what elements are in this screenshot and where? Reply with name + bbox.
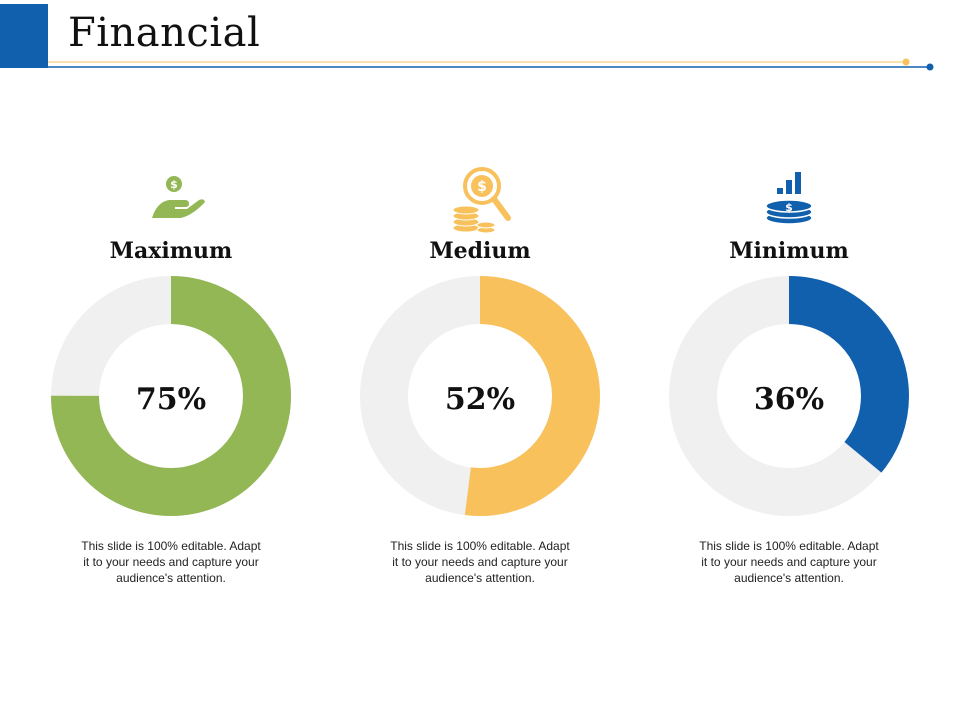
bar-chart-coins-icon: $: [765, 172, 813, 225]
chart-value-label: 36%: [753, 382, 825, 417]
donut-value-arc: [360, 276, 600, 516]
donut-chart-medium: [360, 276, 600, 516]
magnifier-coins-icon: $: [452, 167, 511, 234]
header-divider: [48, 58, 934, 71]
chart-description: This slide is 100% editable. Adapt it to…: [390, 539, 570, 585]
chart-panel-maximum: $ Maximum 75% This slide is 100% editabl…: [41, 150, 301, 620]
svg-text:$: $: [785, 201, 793, 214]
donut-value-arc: [51, 276, 291, 516]
svg-text:$: $: [477, 179, 487, 195]
hand-coin-icon: $: [152, 176, 205, 218]
chart-value-label: 52%: [444, 382, 516, 417]
chart-description: This slide is 100% editable. Adapt it to…: [699, 539, 879, 585]
donut-chart-maximum: [51, 276, 291, 516]
donut-chart-minimum: [669, 276, 909, 516]
chart-panel-minimum: $ Minimum 36% This slide is 100% editabl…: [659, 150, 919, 620]
chart-value-label: 75%: [135, 382, 207, 417]
chart-description: This slide is 100% editable. Adapt it to…: [81, 539, 261, 585]
title-accent-block: [0, 4, 48, 68]
chart-label: Medium: [429, 238, 531, 264]
page-title: Financial: [68, 10, 261, 56]
donut-value-arc: [669, 276, 909, 516]
svg-text:$: $: [170, 178, 178, 191]
chart-label: Maximum: [109, 238, 233, 264]
chart-label: Minimum: [729, 238, 849, 264]
chart-panel-medium: $ Medium 52% This slide is 100% editable…: [350, 150, 610, 620]
